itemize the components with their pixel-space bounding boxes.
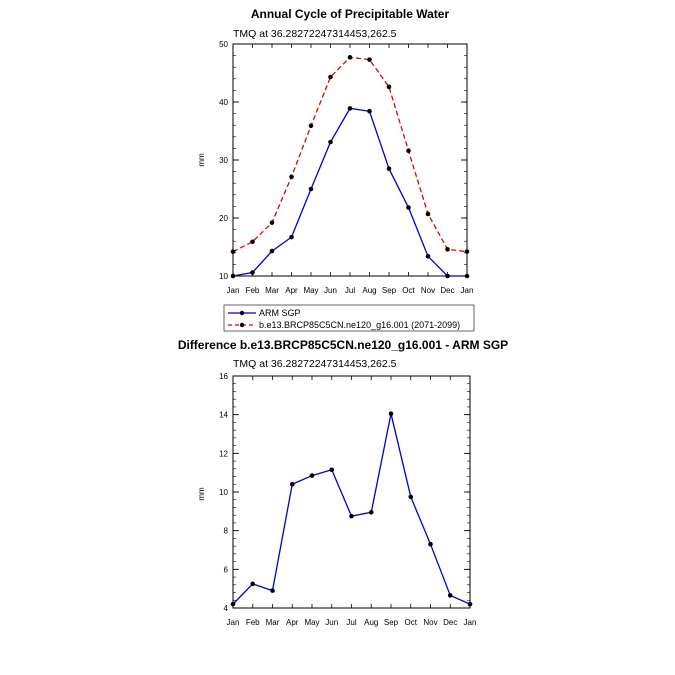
chart1-series-0-point <box>425 253 431 259</box>
chart1-xtick-label: Feb <box>246 286 260 295</box>
chart1-series-1-point <box>230 249 236 254</box>
chart1-series-1-point <box>464 249 470 254</box>
chart2-series-0-point <box>329 467 335 473</box>
chart1-xtick-label: Jul <box>345 286 355 295</box>
chart1-series-1-point <box>328 74 333 80</box>
chart1-xtick-label: Aug <box>362 286 376 295</box>
chart2-series-0-point <box>368 510 374 515</box>
chart2-frame <box>232 375 471 609</box>
chart2-series-0-line <box>232 413 471 605</box>
chart1-series-1-point <box>425 211 431 217</box>
chart1-ytick-label: 30 <box>219 156 228 165</box>
chart1-title: Annual Cycle of Precipitable Water <box>251 7 450 21</box>
chart1-subtitle: TMQ at 36.28272247314453,262.5 <box>233 28 397 40</box>
chart2-xtick-label: Oct <box>405 618 418 627</box>
chart1-ytick-label: 50 <box>219 40 228 49</box>
chart2-subtitle: TMQ at 36.28272247314453,262.5 <box>233 358 397 370</box>
chart2-xtick-label: Jun <box>325 618 338 627</box>
chart2-series-0-point <box>428 541 433 547</box>
chart1-xtick-label: Jun <box>324 286 337 295</box>
legend-marker-arm-sgp <box>239 310 245 316</box>
chart1-series-0-point <box>445 273 450 279</box>
chart2-xtick-label: Feb <box>246 618 260 627</box>
chart1-series-0-line <box>232 107 467 277</box>
chart1-xtick-label: Mar <box>265 286 279 295</box>
chart2-ytick-label: 16 <box>219 372 228 381</box>
chart1-series-0-point <box>328 139 333 145</box>
chart2-xtick-label: Aug <box>364 618 378 627</box>
chart1-series-0-point <box>230 273 236 279</box>
chart2-xtick-label: Jul <box>346 618 356 627</box>
chart1-series-1-point <box>289 174 294 180</box>
chart1-series-0-point <box>250 270 255 275</box>
chart1-plot-area: Jan Feb Mar Apr May Jun Jul Aug Sep Oct Nov Dec Jan 1… <box>219 40 473 295</box>
chart2-ylabel: mm <box>197 487 206 501</box>
chart1-series-1-point <box>250 239 255 245</box>
chart1-series-0-point <box>308 186 314 192</box>
chart2-series-0-point <box>270 588 275 593</box>
chart2-series-0-point <box>408 494 414 500</box>
chart1-xtick-label: Sep <box>382 286 397 295</box>
chart2-xtick-label: Nov <box>423 618 437 627</box>
chart1-series-1-point <box>386 84 392 90</box>
chart1-series-0-point <box>289 234 294 240</box>
chart2-xtick-label: Apr <box>286 618 299 627</box>
legend-box <box>223 304 475 332</box>
chart2-xtick-label: Dec <box>443 618 457 627</box>
chart1-xtick-label: Dec <box>440 286 454 295</box>
chart1-series-0-point <box>367 108 372 114</box>
chart1-ylabel: mm <box>197 153 206 167</box>
chart1-series-0-point <box>464 273 470 279</box>
chart1-ytick-label: 20 <box>219 214 228 223</box>
chart1-series-0-point <box>386 166 392 171</box>
chart2-series-0-point <box>289 481 295 487</box>
chart2-series-0-point <box>388 411 394 417</box>
chart2-xtick-label: Jan <box>464 618 477 627</box>
legend-label-model: b.e13.BRCP85C5CN.ne120_g16.001 (2071-209… <box>259 320 460 330</box>
chart1-series-1-line <box>232 56 468 253</box>
chart1-xtick-label: Jan <box>227 286 240 295</box>
legend-marker-model <box>239 322 245 328</box>
legend: ARM SGP b.e13.BRCP85C5CN.ne120_g16.001 (… <box>223 304 475 332</box>
chart1-frame <box>232 43 468 277</box>
chart2-plot-area: Jan Feb Mar Apr May Jun Jul Aug Sep Oct Nov Dec Jan 4… <box>219 372 476 627</box>
chart2-ytick-label: 6 <box>224 565 229 574</box>
chart1-xtick-label: Apr <box>285 286 298 295</box>
chart2-xtick-label: Jan <box>227 618 240 627</box>
chart2-series-0-point <box>349 513 354 519</box>
chart1-ytick-label: 40 <box>219 98 228 107</box>
chart1-xtick-label: Oct <box>402 286 415 295</box>
chart1-xtick-label: Jan <box>461 286 474 295</box>
chart1-xtick-label: Nov <box>421 286 435 295</box>
chart2-series-0-point <box>230 601 236 607</box>
chart2-xtick-label: May <box>304 618 319 627</box>
chart1-series-0-point <box>406 205 411 210</box>
legend-label-arm-sgp: ARM SGP <box>259 308 301 318</box>
chart1-series-1-point <box>367 57 372 62</box>
chart1-ytick-label: 10 <box>219 272 228 281</box>
chart1-series-1-point <box>406 148 411 154</box>
chart2-series-0-point <box>250 581 256 587</box>
chart1-series-1-point <box>347 55 353 60</box>
chart2-series-0-point <box>309 473 315 478</box>
chart1-series-1-point <box>308 123 314 129</box>
chart2-xtick-label: Sep <box>384 618 399 627</box>
chart1-series-0-point <box>347 106 353 111</box>
chart2-ytick-label: 14 <box>219 411 228 420</box>
chart2-ytick-label: 12 <box>219 449 228 458</box>
chart2-title: Difference b.e13.BRCP85C5CN.ne120_g16.00… <box>178 338 508 352</box>
chart1-series-0-point <box>269 248 275 254</box>
chart1-series-1-point <box>445 247 450 252</box>
chart2-ytick-label: 4 <box>224 604 229 613</box>
chart2-ytick-label: 10 <box>219 488 228 497</box>
chart2-ytick-label: 8 <box>224 527 229 536</box>
chart2-series-0-point <box>467 601 473 607</box>
chart2-xtick-label: Mar <box>266 618 280 627</box>
chart2-series-0-point <box>447 593 453 598</box>
chart1-xtick-label: May <box>303 286 318 295</box>
chart1-series-1-point <box>269 220 275 225</box>
